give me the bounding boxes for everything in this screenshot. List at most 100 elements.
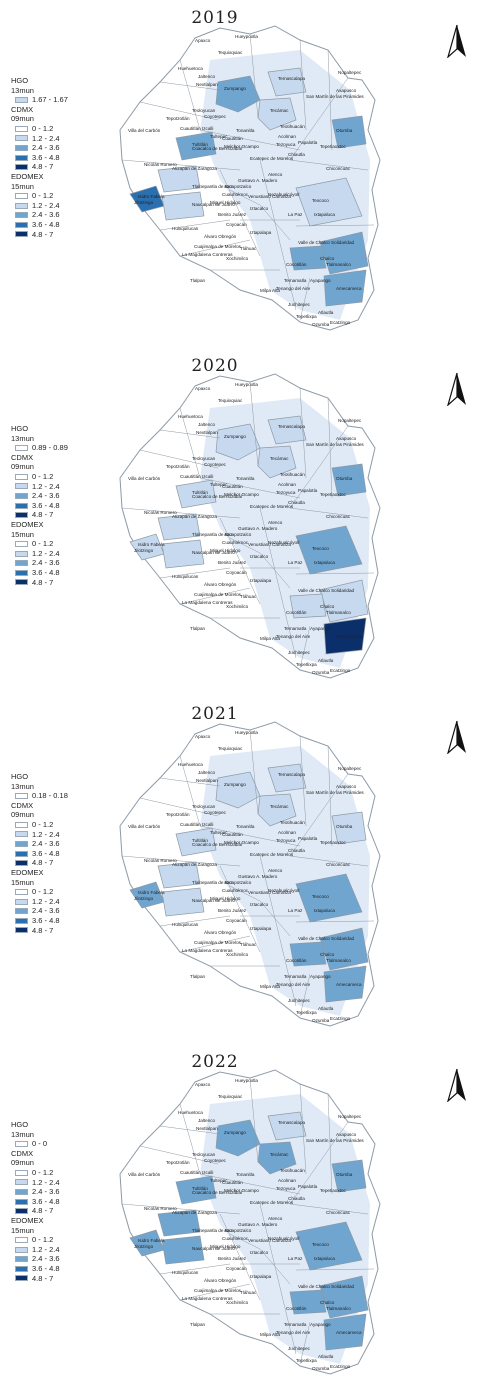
legend-swatch	[15, 202, 28, 209]
legend-label: 4.8 - 7	[32, 925, 54, 935]
place-label: Cuautitlán	[222, 484, 243, 489]
legend-swatch	[15, 502, 28, 509]
legend-item-edomex: 4.8 - 7	[11, 230, 121, 240]
place-label: Ixtapaluca	[314, 212, 335, 217]
place-label: Huehuetoca	[178, 1110, 203, 1115]
place-label: Azcapotzalco	[224, 532, 252, 537]
municipal-boundary	[259, 159, 297, 311]
place-label: Álvaro Obregón	[204, 1277, 237, 1283]
place-label: Amecameca	[336, 1330, 362, 1335]
legend-label: 3.6 - 4.8	[32, 848, 60, 858]
municipality-tlalmanalco	[319, 927, 369, 971]
legend-item-cdmx: 2.4 - 3.6	[11, 491, 121, 501]
municipal-boundary	[327, 745, 333, 847]
legend-swatch	[15, 1208, 28, 1215]
place-label: Temamatla	[284, 1322, 307, 1327]
legend-swatch	[15, 164, 28, 171]
place-label: Álvaro Obregón	[204, 929, 237, 935]
legend-swatch	[15, 821, 28, 828]
legend-edomex-title: EDOMEX	[11, 867, 44, 877]
place-label: Zumpango	[224, 434, 246, 439]
place-label: Tultepec	[210, 1178, 228, 1183]
place-label: Chiconcuac	[326, 1210, 351, 1215]
legend-swatch	[15, 560, 28, 567]
legend-swatch	[15, 144, 28, 151]
legend-item-cdmx: 0 - 1.2	[11, 124, 121, 134]
place-label: Tenango del Aire	[276, 286, 311, 291]
place-label: Tequixquiac	[218, 1094, 243, 1099]
place-label: Chiautla	[288, 500, 305, 505]
place-label: Temascalapa	[278, 772, 306, 777]
place-label: Iztapalapa	[250, 230, 272, 235]
legend-label: 3.6 - 4.8	[32, 500, 60, 510]
municipality-zumpango	[215, 771, 261, 809]
legend-item-edomex: 3.6 - 4.8	[11, 568, 121, 578]
legend-swatch	[15, 231, 28, 238]
place-label: Coacalco de Berriozábal	[192, 1190, 242, 1195]
place-label: Álvaro Obregón	[204, 233, 237, 239]
place-label: Venustiano Carranza	[248, 542, 291, 547]
legend-swatch	[15, 1256, 28, 1263]
place-label: Teotihuacán	[280, 820, 305, 825]
legend-hgo-subtitle: 13mun	[11, 85, 34, 95]
municipal-boundary	[139, 797, 219, 817]
place-label: Coacalco de Berriozábal	[192, 146, 242, 151]
place-label: Valle de Chalco Solidaridad	[298, 240, 355, 245]
legend-swatch	[15, 192, 28, 199]
legend-edomex-subtitle: 15mun	[11, 529, 34, 539]
legend-label: 0 - 1.2	[32, 1167, 54, 1177]
legend-swatch	[15, 1169, 28, 1176]
legend-hgo-title: HGO	[11, 424, 29, 433]
legend-edomex-subtitle: 15mun	[11, 877, 34, 887]
place-label: Tepotzotlán	[166, 116, 190, 121]
place-label: Tlalnepantla de Baz	[192, 1228, 233, 1233]
legend-swatch	[15, 492, 28, 499]
place-label: Venustiano Carranza	[248, 1238, 291, 1243]
place-label: Chiautla	[288, 152, 305, 157]
place-label: Milpa Alta	[260, 636, 280, 641]
place-label: Melchor Ocampo	[224, 1188, 259, 1193]
legend-item-cdmx: 4.8 - 7	[11, 162, 121, 172]
place-label: Apaxco	[195, 38, 211, 43]
place-label: Amecameca	[336, 634, 362, 639]
legend-edomex-subtitle: 15mun	[11, 181, 34, 191]
legend-label: 2.4 - 3.6	[32, 210, 60, 220]
place-label: Gustavo A. Madero	[238, 874, 278, 879]
legend-item-cdmx: 4.8 - 7	[11, 510, 121, 520]
place-label: Huixquilucan	[172, 922, 199, 927]
place-label: Tlalmanalco	[326, 262, 351, 267]
legend-swatch	[15, 831, 28, 838]
place-label: Benito Juárez	[218, 908, 247, 913]
place-label: Azcapotzalco	[224, 880, 252, 885]
place-label: Tlalmanalco	[326, 610, 351, 615]
place-label: Ozumba	[312, 322, 330, 327]
place-label: Tultepec	[210, 134, 228, 139]
place-label: Temascalapa	[278, 76, 306, 81]
municipality-tec-mac	[257, 793, 297, 827]
legend-item-cdmx: 0 - 1.2	[11, 472, 121, 482]
legend-item-hgo: 0 - 0	[11, 1139, 121, 1149]
place-label: Naucalpan de Juárez	[192, 202, 236, 207]
municipality-coacalco-de-berrioz-bal	[175, 1175, 217, 1205]
legend-label: 3.6 - 4.8	[32, 1196, 60, 1206]
place-label: Tultepec	[210, 830, 228, 835]
legend: HGO 13mun 0.18 - 0.18 CDMX 09mun 0 - 1.2 1.2 -…	[11, 772, 121, 935]
municipality-otumba	[331, 1159, 367, 1193]
legend-item-edomex: 0 - 1.2	[11, 887, 121, 897]
legend-edomex-title: EDOMEX	[11, 171, 44, 181]
place-label: Atenco	[268, 868, 283, 873]
legend-label: 0 - 1.2	[32, 471, 54, 481]
place-label: Teotihuacán	[280, 472, 305, 477]
legend-label: 0 - 1.2	[32, 123, 54, 133]
legend-cdmx-subtitle: 09mun	[11, 1158, 34, 1168]
place-label: Ixtapaluca	[314, 560, 335, 565]
place-label: Atenco	[268, 520, 283, 525]
place-label: Benito Juárez	[218, 560, 247, 565]
municipality-texcoco	[295, 873, 363, 923]
municipal-boundary	[121, 507, 241, 519]
legend-item-edomex: 4.8 - 7	[11, 1274, 121, 1284]
north-arrow-icon	[447, 1068, 466, 1102]
municipality-tlalnepantla-de-baz	[157, 1209, 201, 1237]
municipality-tlalmanalco	[319, 579, 369, 623]
municipality-tec-mac	[257, 1141, 297, 1175]
